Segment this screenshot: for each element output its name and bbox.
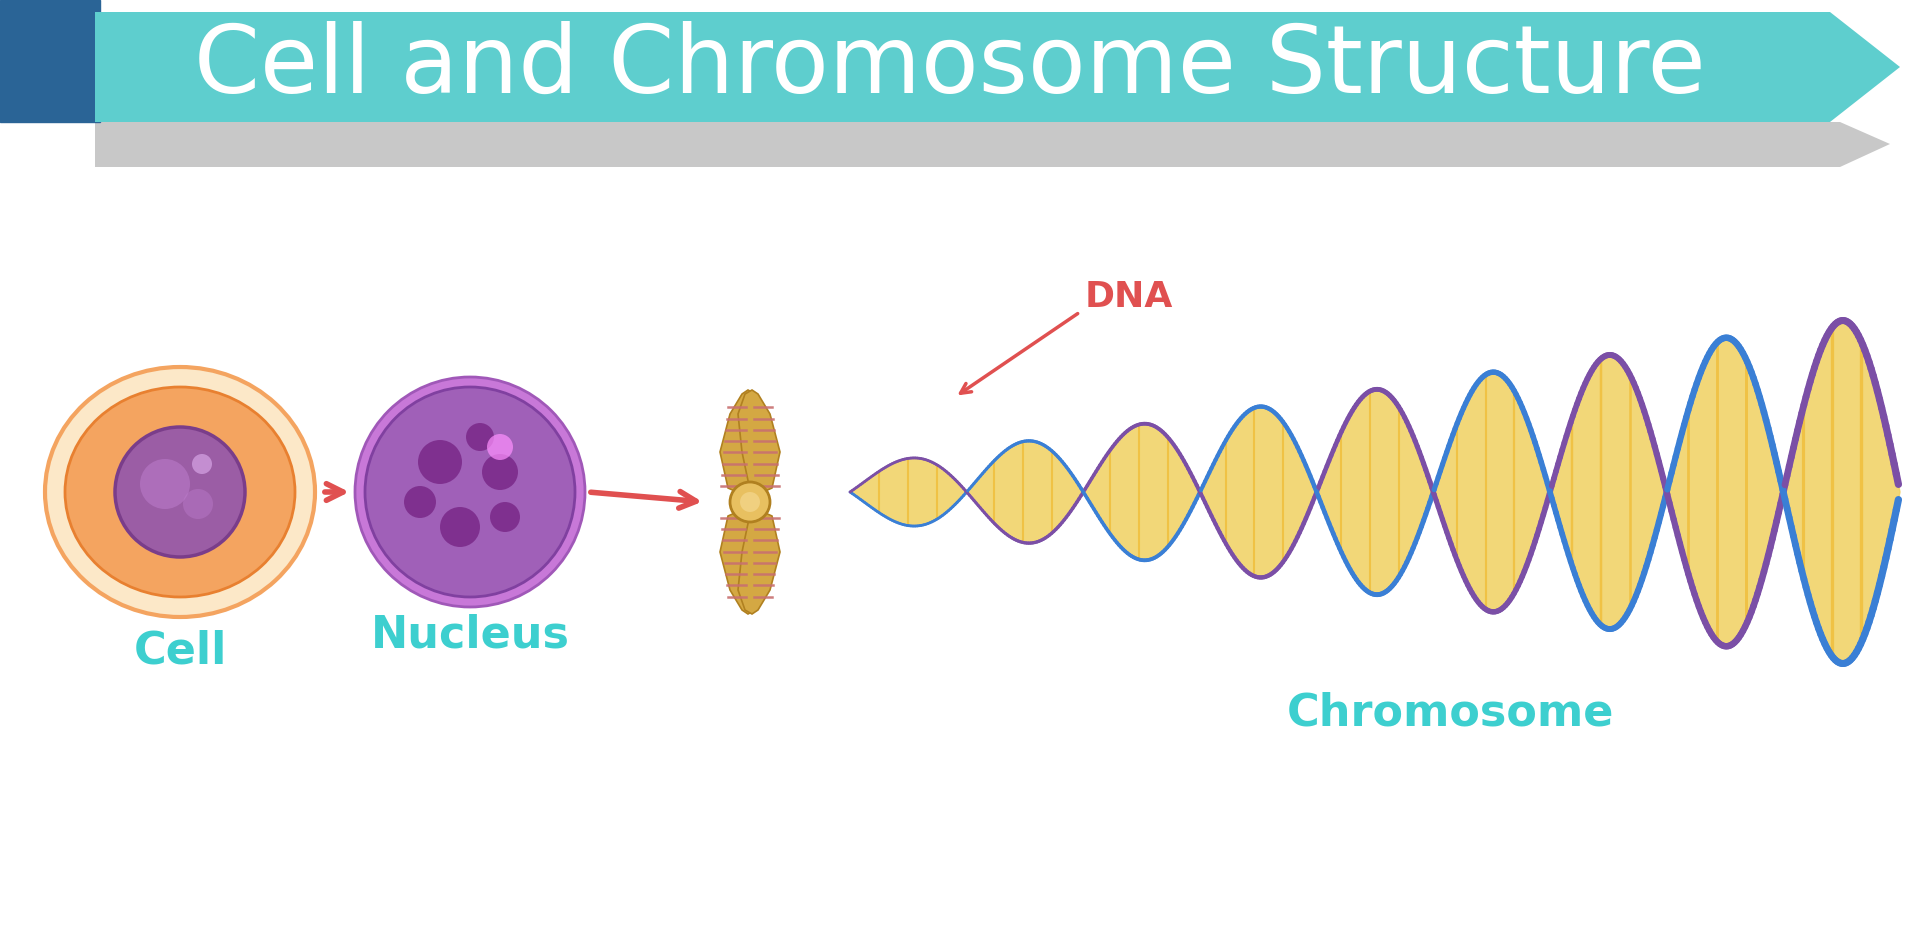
Circle shape: [467, 423, 493, 451]
Circle shape: [739, 492, 760, 512]
Text: Cell: Cell: [132, 630, 227, 673]
Circle shape: [482, 454, 518, 490]
Circle shape: [419, 440, 463, 484]
FancyArrowPatch shape: [324, 483, 344, 500]
Bar: [0, 0, 100, 122]
Ellipse shape: [65, 387, 296, 597]
Circle shape: [490, 502, 520, 532]
Circle shape: [730, 482, 770, 522]
FancyArrowPatch shape: [591, 492, 697, 508]
Text: Chromosome: Chromosome: [1286, 692, 1613, 735]
Circle shape: [192, 454, 211, 474]
Polygon shape: [720, 390, 762, 496]
Polygon shape: [720, 508, 762, 614]
Polygon shape: [737, 390, 780, 496]
Polygon shape: [94, 122, 1889, 167]
Text: Cell and Chromosome Structure: Cell and Chromosome Structure: [194, 21, 1705, 113]
Circle shape: [365, 387, 574, 597]
Circle shape: [355, 377, 586, 607]
Polygon shape: [737, 508, 780, 614]
Circle shape: [115, 427, 246, 557]
Circle shape: [140, 459, 190, 509]
Circle shape: [488, 434, 513, 460]
Polygon shape: [94, 12, 1901, 122]
Circle shape: [440, 507, 480, 547]
Text: Nucleus: Nucleus: [371, 614, 570, 657]
Circle shape: [182, 489, 213, 519]
Ellipse shape: [44, 367, 315, 617]
Circle shape: [403, 486, 436, 518]
Text: DNA: DNA: [1085, 280, 1173, 314]
